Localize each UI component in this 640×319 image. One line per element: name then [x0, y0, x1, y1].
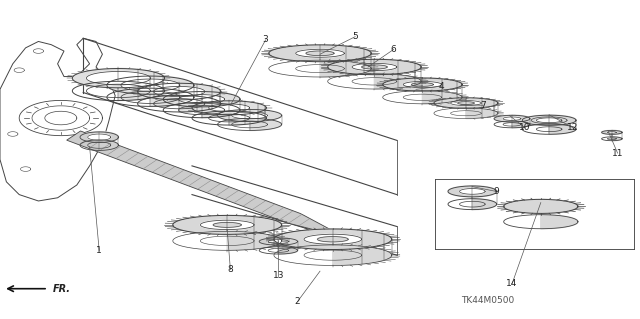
Polygon shape [200, 220, 254, 230]
Polygon shape [138, 83, 221, 100]
Text: 11: 11 [612, 149, 623, 158]
Text: 8: 8 [228, 265, 233, 274]
Polygon shape [218, 109, 282, 122]
Polygon shape [612, 130, 622, 141]
Polygon shape [72, 69, 164, 88]
Polygon shape [458, 102, 474, 104]
Polygon shape [192, 101, 266, 115]
Polygon shape [80, 132, 118, 142]
Polygon shape [320, 45, 371, 77]
Polygon shape [269, 45, 371, 62]
Polygon shape [296, 49, 344, 57]
Polygon shape [154, 86, 205, 97]
Polygon shape [374, 59, 421, 89]
Polygon shape [466, 98, 498, 118]
Text: 7: 7 [481, 101, 486, 110]
Polygon shape [333, 229, 392, 265]
Polygon shape [179, 95, 225, 104]
Polygon shape [306, 51, 334, 56]
Polygon shape [150, 76, 194, 107]
Polygon shape [163, 92, 240, 107]
Polygon shape [541, 199, 578, 229]
Polygon shape [232, 112, 268, 119]
Polygon shape [460, 189, 485, 194]
Polygon shape [383, 78, 462, 91]
Polygon shape [121, 79, 180, 91]
Text: 12: 12 [567, 123, 579, 132]
Polygon shape [88, 134, 111, 140]
Polygon shape [173, 215, 282, 234]
Polygon shape [213, 222, 241, 227]
Polygon shape [179, 83, 221, 112]
Polygon shape [549, 115, 576, 134]
Polygon shape [602, 130, 622, 134]
Text: 14: 14 [506, 279, 518, 288]
Polygon shape [607, 131, 616, 133]
Text: 1: 1 [97, 246, 102, 255]
Polygon shape [278, 238, 298, 254]
Text: 2: 2 [295, 297, 300, 306]
Polygon shape [504, 199, 578, 213]
Polygon shape [412, 83, 433, 86]
Polygon shape [268, 240, 289, 243]
Text: 3: 3 [263, 35, 268, 44]
Polygon shape [434, 98, 498, 108]
Polygon shape [259, 238, 298, 245]
Polygon shape [86, 71, 150, 85]
Polygon shape [403, 81, 442, 88]
Text: 6: 6 [391, 45, 396, 54]
Polygon shape [227, 215, 282, 250]
Text: FR.: FR. [52, 284, 70, 294]
Polygon shape [67, 131, 335, 234]
Polygon shape [229, 101, 266, 125]
Polygon shape [209, 104, 250, 112]
Polygon shape [512, 115, 530, 128]
Polygon shape [352, 63, 397, 71]
Polygon shape [304, 234, 362, 244]
Polygon shape [472, 186, 497, 210]
Text: 10: 10 [519, 123, 531, 132]
Polygon shape [422, 78, 462, 104]
Text: 4: 4 [439, 82, 444, 91]
Polygon shape [494, 115, 530, 122]
Polygon shape [274, 229, 392, 249]
Polygon shape [250, 109, 282, 130]
Polygon shape [202, 92, 240, 118]
Polygon shape [451, 100, 481, 106]
Polygon shape [522, 115, 576, 125]
Polygon shape [536, 118, 562, 123]
Text: 13: 13 [273, 271, 284, 280]
Text: TK44M0500: TK44M0500 [461, 296, 514, 305]
Polygon shape [118, 69, 164, 100]
Text: 5: 5 [353, 32, 358, 41]
Polygon shape [503, 117, 521, 120]
Polygon shape [99, 132, 118, 150]
Polygon shape [448, 186, 497, 197]
Text: 9: 9 [493, 187, 499, 196]
Polygon shape [317, 237, 348, 242]
Polygon shape [107, 76, 194, 94]
Polygon shape [328, 59, 421, 75]
Polygon shape [362, 65, 387, 69]
